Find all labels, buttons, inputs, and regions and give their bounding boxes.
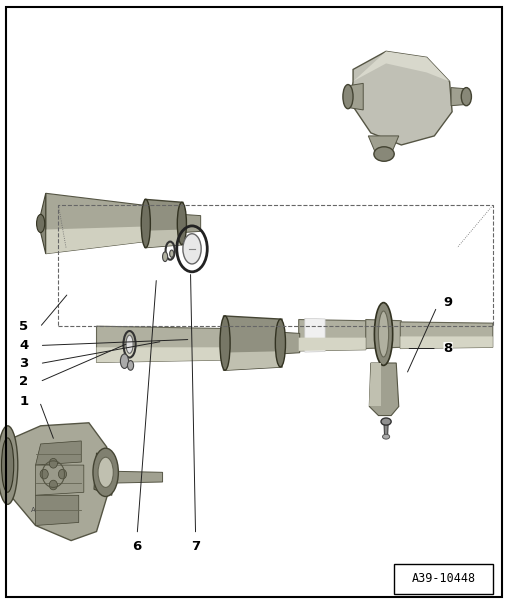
Polygon shape: [400, 322, 493, 349]
Ellipse shape: [58, 469, 67, 479]
Ellipse shape: [383, 434, 390, 439]
Polygon shape: [351, 51, 452, 145]
Polygon shape: [36, 495, 79, 525]
Polygon shape: [36, 465, 84, 495]
Polygon shape: [145, 199, 183, 248]
Ellipse shape: [378, 311, 389, 357]
Polygon shape: [369, 363, 399, 416]
Ellipse shape: [40, 469, 48, 479]
Ellipse shape: [374, 303, 393, 365]
Polygon shape: [183, 214, 201, 233]
Polygon shape: [353, 51, 450, 82]
Ellipse shape: [170, 250, 174, 257]
Polygon shape: [400, 336, 493, 349]
Ellipse shape: [98, 457, 113, 487]
Polygon shape: [451, 88, 466, 106]
Polygon shape: [368, 136, 399, 154]
Ellipse shape: [183, 234, 201, 264]
Bar: [58, 205, 493, 326]
Ellipse shape: [120, 354, 129, 368]
Ellipse shape: [461, 88, 471, 106]
Polygon shape: [107, 471, 163, 483]
Ellipse shape: [0, 426, 18, 504]
Polygon shape: [280, 332, 300, 354]
Text: 6: 6: [133, 540, 142, 553]
Polygon shape: [145, 230, 183, 248]
Ellipse shape: [93, 448, 118, 496]
Text: 7: 7: [191, 540, 200, 553]
Polygon shape: [299, 320, 366, 351]
Polygon shape: [94, 453, 114, 495]
Ellipse shape: [37, 214, 45, 233]
Ellipse shape: [177, 202, 186, 245]
Text: 5: 5: [19, 320, 28, 333]
Ellipse shape: [163, 252, 168, 262]
Polygon shape: [36, 441, 81, 465]
Ellipse shape: [128, 361, 134, 370]
Text: 9: 9: [443, 295, 453, 309]
Polygon shape: [348, 83, 363, 110]
Ellipse shape: [49, 480, 57, 490]
Ellipse shape: [126, 335, 133, 353]
Polygon shape: [369, 363, 381, 406]
Ellipse shape: [381, 418, 391, 425]
Text: 3: 3: [19, 357, 28, 370]
Ellipse shape: [2, 438, 14, 492]
Ellipse shape: [275, 319, 285, 367]
Polygon shape: [384, 425, 388, 437]
Text: A39-10448: A39-10448: [411, 572, 475, 585]
Polygon shape: [97, 347, 226, 362]
Ellipse shape: [220, 316, 230, 370]
Polygon shape: [5, 423, 109, 541]
Ellipse shape: [49, 458, 57, 468]
Polygon shape: [224, 352, 282, 370]
Polygon shape: [46, 193, 145, 254]
Text: A: A: [30, 507, 36, 513]
Text: 2: 2: [19, 375, 28, 388]
Text: 1: 1: [19, 395, 28, 408]
Polygon shape: [41, 193, 46, 254]
FancyBboxPatch shape: [394, 564, 493, 594]
Polygon shape: [299, 338, 366, 351]
Ellipse shape: [343, 85, 353, 109]
Text: 4: 4: [19, 339, 28, 352]
Text: 8: 8: [443, 342, 453, 355]
Polygon shape: [305, 318, 325, 352]
Ellipse shape: [141, 199, 150, 248]
Ellipse shape: [374, 147, 394, 161]
Polygon shape: [97, 326, 226, 362]
Polygon shape: [46, 226, 145, 254]
Polygon shape: [366, 320, 401, 349]
Polygon shape: [224, 316, 282, 370]
